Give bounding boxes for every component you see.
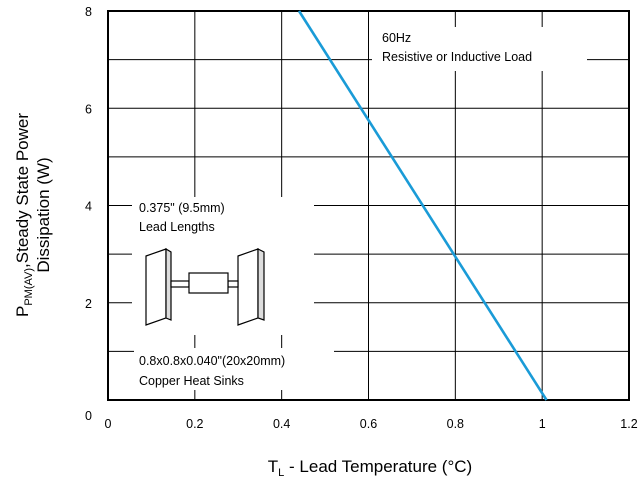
y-tick-label: 4 [85, 200, 92, 214]
left-heat-sink-front [145, 248, 167, 326]
y-tick-label: 2 [85, 297, 92, 311]
x-tick-label: 1 [539, 417, 546, 431]
annotation-lead-label: Lead Lengths [139, 220, 215, 234]
series-layer [297, 10, 548, 401]
series-line-0 [297, 10, 548, 401]
heat-sink-diagram [145, 247, 265, 326]
annotation-load-type: Resistive or Inductive Load [382, 50, 532, 64]
annotation-lead-length: 0.375" (9.5mm) [139, 201, 225, 215]
y-tick-label: 0 [85, 409, 92, 423]
left-heat-sink-side [165, 247, 172, 321]
x-tick-label: 0.4 [273, 417, 290, 431]
plot-frame [107, 10, 630, 401]
top-annotation-bg [372, 27, 587, 71]
component-body [188, 272, 229, 294]
right-heat-sink-front [237, 248, 259, 326]
x-axis-label: TL - Lead Temperature (°C) [268, 457, 472, 479]
y-tick-label: 6 [85, 102, 92, 116]
x-tick-label: 0.8 [447, 417, 464, 431]
annotation-frequency: 60Hz [382, 31, 411, 45]
y-axis-label-line2: Dissipation (W) [34, 157, 53, 272]
x-tick-label: 0 [105, 417, 112, 431]
annotation-sink-label: Copper Heat Sinks [139, 374, 244, 388]
y-axis-label-line1: PPM(AV),Steady State Power [13, 113, 35, 317]
y-tick-label: 8 [85, 5, 92, 19]
right-heat-sink-side [257, 248, 265, 321]
x-tick-label: 0.6 [360, 417, 377, 431]
x-tick-label: 1.2 [620, 417, 637, 431]
tick-labels: 0 0.2 0.4 0.6 0.8 1 1.2 0 2 4 6 8 [85, 5, 638, 431]
x-tick-label: 0.2 [186, 417, 203, 431]
left-lead [170, 280, 190, 288]
sink-annotation-bg [134, 348, 334, 390]
right-lead [227, 280, 239, 288]
annotation-sink-size: 0.8x0.8x0.040"(20x20mm) [139, 354, 285, 368]
